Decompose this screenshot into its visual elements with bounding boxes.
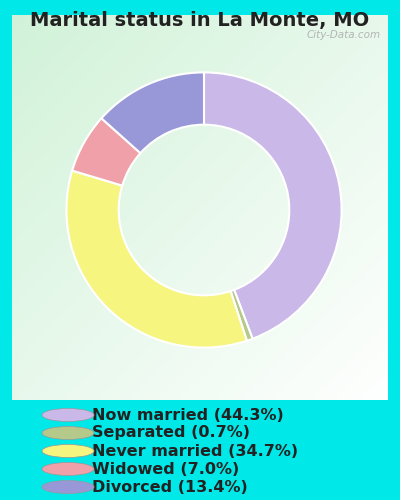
Circle shape — [42, 462, 94, 475]
Circle shape — [42, 426, 94, 440]
Wedge shape — [72, 118, 140, 186]
Text: Now married (44.3%): Now married (44.3%) — [92, 408, 284, 422]
Circle shape — [42, 408, 94, 422]
Text: Separated (0.7%): Separated (0.7%) — [92, 426, 250, 440]
Text: Marital status in La Monte, MO: Marital status in La Monte, MO — [30, 11, 370, 30]
Wedge shape — [204, 72, 342, 338]
Wedge shape — [230, 290, 252, 341]
Text: Widowed (7.0%): Widowed (7.0%) — [92, 462, 239, 476]
Text: Divorced (13.4%): Divorced (13.4%) — [92, 480, 248, 494]
Circle shape — [42, 480, 94, 494]
Text: City-Data.com: City-Data.com — [306, 30, 380, 40]
Wedge shape — [102, 72, 204, 153]
Circle shape — [42, 444, 94, 458]
Text: Never married (34.7%): Never married (34.7%) — [92, 444, 298, 458]
Wedge shape — [66, 170, 247, 348]
